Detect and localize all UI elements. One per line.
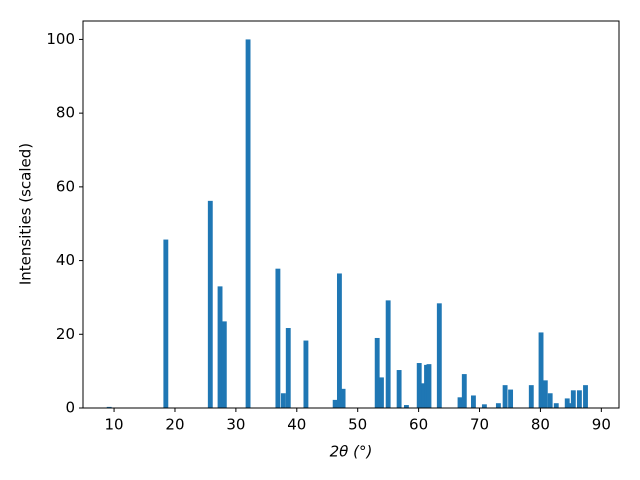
bar [470,395,476,408]
bar [374,337,380,408]
bar [280,393,286,408]
x-tick-label: 30 [226,416,245,434]
bar [547,393,553,408]
x-tick-label: 10 [105,416,124,434]
bar [217,286,223,408]
x-tick-label: 90 [592,416,611,434]
bar [436,303,442,408]
bar [336,273,342,408]
bar [570,390,576,408]
x-tick-label: 50 [348,416,367,434]
bar [481,404,487,408]
x-tick-label: 20 [165,416,184,434]
bar [332,399,338,408]
bar [457,397,463,408]
bar [403,405,409,408]
bar [426,364,432,408]
y-tick-label: 20 [56,325,75,343]
bar [553,403,559,408]
bar [285,328,291,408]
bar [421,383,426,408]
bar [583,385,588,408]
x-axis-label: 2θ (°) [330,443,373,461]
x-tick-label: 60 [409,416,428,434]
y-tick-label: 0 [65,399,75,417]
x-tick-label: 70 [470,416,489,434]
y-tick-label: 100 [46,30,75,48]
bar [542,380,548,408]
bar [495,403,501,408]
bar [379,377,384,408]
bar [528,385,534,408]
bar [396,370,402,408]
bar [461,374,467,408]
bar [416,363,422,408]
y-tick-label: 40 [56,251,75,269]
bar [106,406,112,408]
x-tick-label: 80 [531,416,550,434]
bar [303,340,309,408]
x-tick-label: 40 [287,416,306,434]
bar [275,268,281,408]
bar [567,403,573,408]
bar [538,332,544,408]
bar [385,300,391,408]
plot-frame [82,20,620,409]
y-axis-label: Intensities (scaled) [17,143,35,285]
bar [340,388,346,408]
bar [245,39,251,409]
y-tick-label: 80 [56,104,75,122]
bar [576,390,582,408]
y-tick-label: 60 [56,177,75,195]
bar [207,200,213,408]
bar [502,385,508,408]
bar [508,389,514,408]
bar [221,321,227,408]
bar [163,239,169,408]
